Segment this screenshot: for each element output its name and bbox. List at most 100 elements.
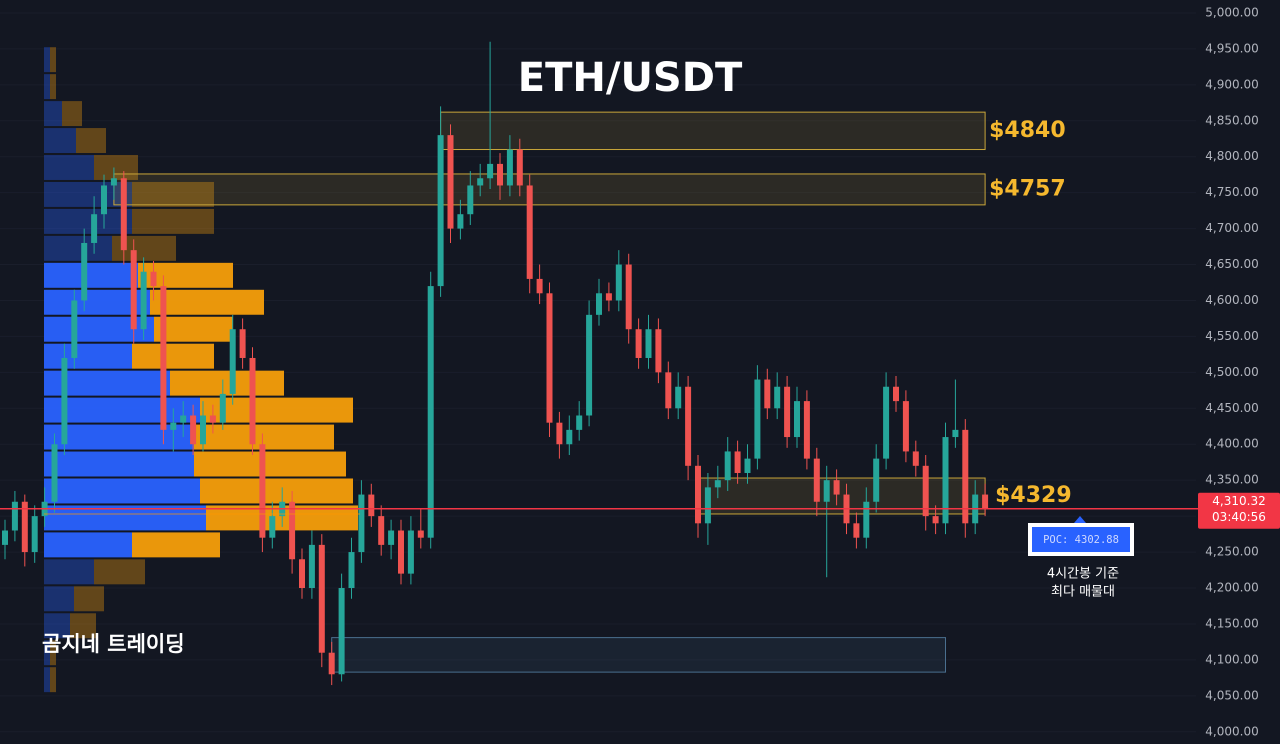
- candle-body: [942, 437, 949, 524]
- candle-body: [229, 329, 236, 394]
- candle-body: [447, 135, 454, 229]
- candle-body: [150, 271, 157, 287]
- candle-body: [180, 415, 187, 423]
- vp-buy: [44, 235, 112, 261]
- candle-body: [299, 559, 305, 589]
- last-price-box: [1198, 492, 1280, 529]
- candle-body: [635, 329, 642, 358]
- candle-body: [120, 178, 127, 251]
- candle-body: [308, 544, 315, 589]
- vp-buy: [44, 667, 50, 693]
- vp-sell: [50, 667, 56, 693]
- candle-body: [200, 415, 206, 445]
- candle-body: [2, 530, 8, 545]
- candle-body: [417, 530, 424, 538]
- candle-body: [11, 501, 18, 531]
- candle-body: [110, 178, 117, 186]
- vp-buy: [44, 397, 200, 423]
- y-tick-label: 4,150.00: [1205, 616, 1258, 630]
- candle-body: [497, 163, 503, 186]
- poc-box: [1032, 527, 1130, 552]
- candle-body: [457, 214, 464, 229]
- poc-pointer: [1074, 516, 1086, 523]
- zone-label: $4757: [989, 176, 1066, 201]
- candle-body: [101, 185, 107, 215]
- vp-buy: [44, 47, 50, 73]
- candle-body: [566, 429, 573, 445]
- candle-body: [239, 329, 246, 358]
- candle-body: [477, 178, 484, 186]
- vp-buy: [44, 532, 132, 558]
- y-tick-label: 4,050.00: [1205, 688, 1258, 702]
- y-tick-label: 4,700.00: [1205, 221, 1258, 235]
- candle-body: [952, 429, 959, 438]
- candle-body: [784, 386, 791, 438]
- candle-body: [665, 372, 672, 409]
- vp-sell: [50, 640, 56, 666]
- candle-body: [823, 480, 830, 502]
- vp-buy: [44, 424, 194, 450]
- candle-body: [91, 214, 98, 243]
- y-tick-label: 4,250.00: [1205, 545, 1258, 559]
- y-tick-label: 4,400.00: [1205, 437, 1258, 451]
- y-tick-label: 4,450.00: [1205, 401, 1258, 415]
- zone: [113, 173, 986, 206]
- candle-body: [269, 516, 276, 538]
- vp-buy: [44, 586, 74, 612]
- candle-body: [645, 329, 652, 358]
- vp-sell: [132, 208, 214, 234]
- candle-body: [754, 379, 761, 459]
- candle-body: [259, 444, 266, 538]
- y-tick-label: 4,550.00: [1205, 329, 1258, 343]
- vp-buy: [44, 74, 50, 100]
- candle-body: [734, 451, 741, 473]
- vp-buy: [44, 478, 200, 504]
- vp-buy: [44, 505, 206, 531]
- vp-buy: [44, 640, 50, 666]
- vp-sell: [150, 289, 264, 315]
- vp-sell: [154, 316, 233, 342]
- vp-sell: [50, 47, 56, 73]
- vp-sell: [132, 181, 214, 207]
- vp-sell: [94, 559, 145, 585]
- vp-sell: [194, 451, 346, 477]
- candle-body: [596, 293, 602, 315]
- vp-sell: [50, 74, 56, 100]
- vp-sell: [132, 343, 214, 369]
- candle-body: [358, 494, 365, 553]
- candle-body: [427, 286, 434, 538]
- zone: [331, 637, 946, 673]
- candle-body: [714, 480, 721, 488]
- candle-body: [209, 415, 216, 423]
- candle-body: [407, 530, 414, 574]
- candle-body: [467, 185, 474, 215]
- vp-buy: [44, 155, 94, 180]
- vp-buy: [44, 559, 94, 585]
- candle-body: [536, 278, 543, 294]
- y-tick-label: 4,000.00: [1205, 724, 1258, 738]
- candle-body: [140, 271, 147, 330]
- vp-sell: [74, 586, 104, 612]
- y-tick-label: 4,350.00: [1205, 473, 1258, 487]
- chart-title: ETH/USDT: [518, 55, 743, 101]
- vp-buy: [44, 451, 194, 477]
- candle-body: [289, 501, 296, 560]
- watermark: 곰지네 트레이딩: [42, 632, 185, 656]
- candle-body: [605, 293, 612, 301]
- candle-body: [695, 465, 701, 524]
- candle-body: [932, 516, 939, 524]
- vp-buy: [44, 181, 132, 207]
- candle-body: [71, 300, 78, 358]
- y-tick-label: 4,200.00: [1205, 581, 1258, 595]
- candle-body: [61, 357, 68, 445]
- candle-body: [506, 149, 513, 186]
- candle-body: [437, 135, 444, 287]
- candle-body: [556, 422, 563, 445]
- zone: [440, 111, 986, 151]
- candle-body: [813, 458, 820, 502]
- vp-sell: [62, 101, 82, 127]
- vp-sell: [94, 155, 138, 180]
- candle-body: [774, 386, 781, 409]
- candle-body: [21, 501, 28, 553]
- candle-body: [625, 264, 632, 330]
